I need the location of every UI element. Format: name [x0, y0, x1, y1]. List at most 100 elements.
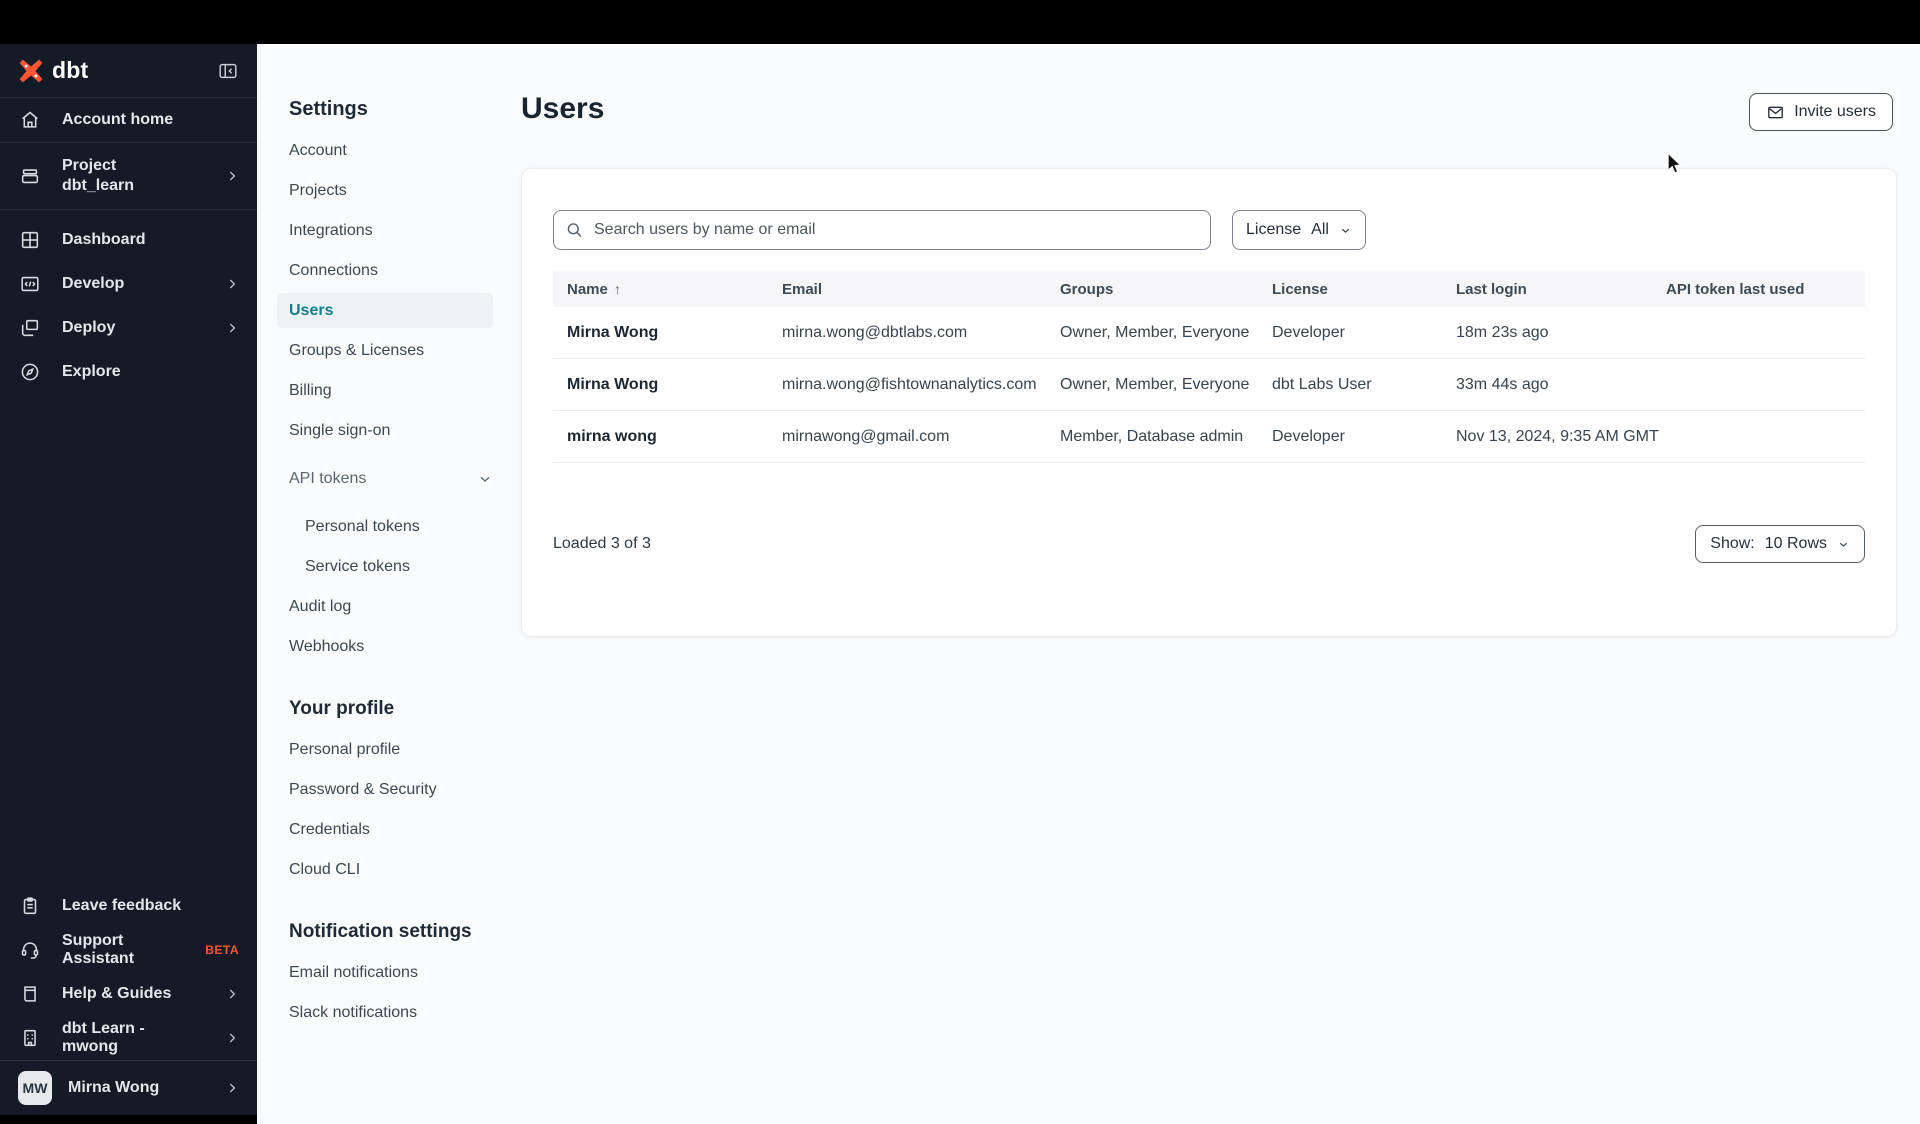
sidebar-item-help-guides[interactable]: Help & Guides	[0, 972, 257, 1016]
settings-nav-item-cloud-cli[interactable]: Cloud CLI	[289, 861, 361, 878]
settings-nav-item-single-sign-on[interactable]: Single sign-on	[289, 422, 391, 439]
top-black-bar	[0, 0, 1920, 44]
users-card: License All Name↑ Email Groups License L…	[521, 168, 1897, 637]
cell-name: Mirna Wong	[567, 375, 659, 393]
cell-email: mirna.wong@dbtlabs.com	[782, 323, 968, 341]
settings-nav-item-slack-notifications[interactable]: Slack notifications	[289, 1004, 418, 1021]
sidebar-item-project[interactable]: Project dbt_learn	[0, 143, 257, 209]
envelope-icon	[1766, 103, 1785, 122]
cell-last-login: 33m 44s ago	[1456, 375, 1549, 393]
license-filter-dropdown[interactable]: License All	[1232, 210, 1366, 250]
sidebar-item-leave-feedback[interactable]: Leave feedback	[0, 884, 257, 928]
invite-users-button[interactable]: Invite users	[1749, 93, 1893, 131]
users-table: Name ↑ Email Groups License Last login AP…	[553, 271, 1865, 463]
sort-asc-icon: ↑	[613, 280, 621, 297]
column-header-license: License	[1272, 280, 1328, 298]
chevron-down-icon	[477, 471, 493, 487]
chevron-down-icon	[1339, 224, 1352, 237]
chevron-down-icon	[1837, 538, 1850, 551]
settings-nav-item-service-tokens[interactable]: Service tokens	[305, 558, 410, 575]
chevron-right-icon	[225, 321, 239, 335]
beta-badge: BETA	[205, 943, 239, 957]
table-controls: License All	[553, 210, 1865, 250]
book-icon	[18, 982, 42, 1006]
sidebar-item-dashboard[interactable]: Dashboard	[0, 218, 257, 262]
column-header-name[interactable]: Name ↑	[567, 280, 621, 298]
settings-nav-item-webhooks[interactable]: Webhooks	[289, 638, 365, 655]
sidebar-user-menu[interactable]: MW Mirna Wong	[0, 1060, 257, 1115]
logo-row: dbt	[0, 44, 257, 98]
cell-groups: Owner, Member, Everyone	[1060, 375, 1250, 393]
settings-nav-item-account[interactable]: Account	[289, 142, 347, 159]
settings-nav-item-password-security[interactable]: Password & Security	[289, 781, 437, 798]
api-tokens-label: API tokens	[289, 470, 367, 487]
rows-per-page-dropdown[interactable]: Show: 10 Rows	[1695, 525, 1865, 563]
cell-groups: Member, Database admin	[1060, 427, 1244, 445]
windows-stack-icon	[18, 316, 42, 340]
chevron-right-icon	[225, 277, 239, 291]
sidebar-item-label: Leave feedback	[62, 897, 182, 914]
home-icon	[18, 108, 42, 132]
cell-license: Developer	[1272, 427, 1345, 445]
settings-nav-item-billing[interactable]: Billing	[289, 382, 332, 399]
cell-license: Developer	[1272, 323, 1345, 341]
dbt-logo: dbt	[18, 57, 88, 84]
chevron-right-icon	[225, 1081, 239, 1095]
sidebar-item-support-assistant[interactable]: Support Assistant BETA	[0, 928, 257, 972]
cell-name: mirna wong	[567, 427, 657, 445]
settings-nav-item-integrations[interactable]: Integrations	[289, 222, 373, 239]
cell-license: dbt Labs User	[1272, 375, 1372, 393]
sidebar-collapse-icon[interactable]	[217, 60, 239, 82]
sidebar-item-label: Dashboard	[62, 231, 146, 248]
settings-nav-item-audit-log[interactable]: Audit log	[289, 598, 352, 615]
dbt-logo-icon	[19, 59, 43, 82]
table-row[interactable]: Mirna Wong mirna.wong@dbtlabs.com Owner,…	[553, 307, 1865, 359]
table-row[interactable]: Mirna Wong mirna.wong@fishtownanalytics.…	[553, 359, 1865, 411]
sidebar-divider	[0, 142, 257, 143]
show-value: 10 Rows	[1764, 535, 1827, 552]
sidebar-item-label: Deploy	[62, 319, 116, 336]
license-filter-value: All	[1311, 221, 1329, 238]
sidebar-item-label: Develop	[62, 275, 125, 292]
sidebar-item-deploy[interactable]: Deploy	[0, 306, 257, 350]
sidebar-item-label: Help & Guides	[62, 985, 172, 1002]
settings-nav-item-personal-profile[interactable]: Personal profile	[289, 741, 401, 758]
primary-sidebar: dbt Account home Project dbt_learn Dashb…	[0, 44, 257, 1124]
settings-nav-item-connections[interactable]: Connections	[289, 262, 378, 279]
settings-nav-item-users[interactable]: Users	[277, 293, 493, 328]
column-header-last-login: Last login	[1456, 280, 1527, 298]
project-icon	[18, 164, 42, 188]
cell-groups: Owner, Member, Everyone	[1060, 323, 1250, 341]
sidebar-project-name: dbt_learn	[62, 177, 135, 194]
show-label: Show:	[1710, 535, 1755, 552]
settings-nav-item-credentials[interactable]: Credentials	[289, 821, 370, 838]
column-header-groups: Groups	[1060, 280, 1114, 298]
sidebar-item-label: dbt Learn - mwong	[62, 1020, 145, 1055]
sidebar-item-account-home[interactable]: Account home	[0, 98, 257, 142]
chevron-right-icon	[225, 987, 239, 1001]
search-users-input[interactable]	[553, 210, 1211, 250]
search-icon	[565, 221, 584, 240]
settings-nav-item-personal-tokens[interactable]: Personal tokens	[305, 518, 420, 535]
table-row[interactable]: mirna wong mirnawong@gmail.com Member, D…	[553, 411, 1865, 463]
cell-email: mirnawong@gmail.com	[782, 427, 950, 445]
sidebar-divider	[0, 209, 257, 210]
sidebar-item-develop[interactable]: Develop	[0, 262, 257, 306]
column-header-email: Email	[782, 280, 823, 298]
chevron-right-icon	[225, 169, 239, 183]
settings-nav-item-email-notifications[interactable]: Email notifications	[289, 964, 418, 981]
license-filter-label: License	[1246, 221, 1302, 238]
sidebar-item-label: Account home	[62, 111, 174, 128]
settings-nav: Settings Account Projects Integrations C…	[257, 44, 521, 1124]
sidebar-item-dbt-learn[interactable]: dbt Learn - mwong	[0, 1016, 257, 1060]
users-table-header: Name ↑ Email Groups License Last login AP…	[553, 271, 1865, 307]
settings-nav-item-projects[interactable]: Projects	[289, 182, 347, 199]
settings-nav-item-groups-licenses[interactable]: Groups & Licenses	[289, 342, 425, 359]
sidebar-item-explore[interactable]: Explore	[0, 350, 257, 394]
cell-name: Mirna Wong	[567, 323, 659, 341]
notification-settings-title: Notification settings	[289, 921, 472, 942]
sidebar-item-label: Explore	[62, 363, 121, 380]
settings-nav-item-api-tokens[interactable]: API tokens	[289, 469, 493, 488]
cell-last-login: 18m 23s ago	[1456, 323, 1549, 341]
